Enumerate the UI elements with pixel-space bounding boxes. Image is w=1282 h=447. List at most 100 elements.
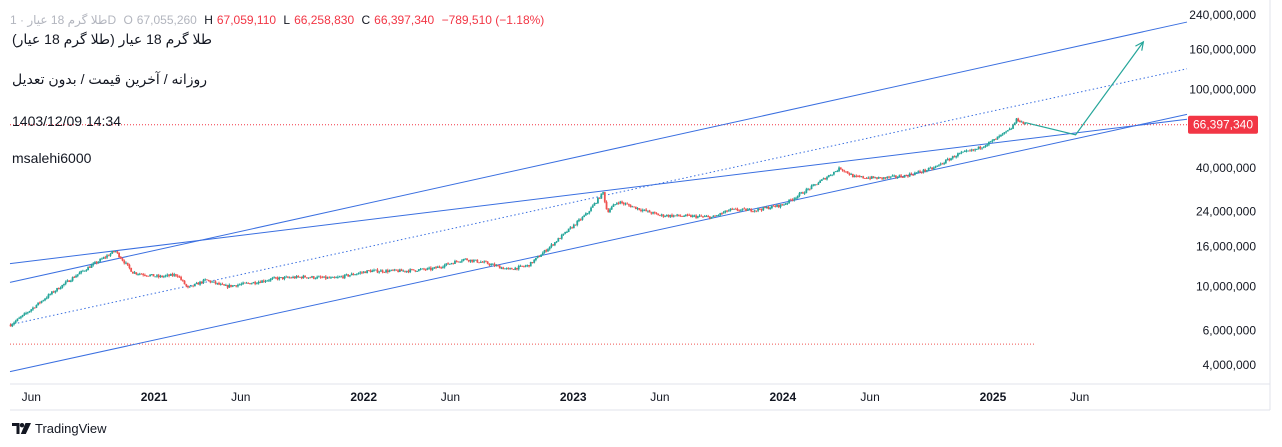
candle-body [739,209,742,211]
candle-body [273,277,276,279]
candle-body [721,213,723,214]
candle-body [87,267,89,271]
candle-body [602,192,604,194]
candle-body [126,262,129,265]
candle-body [11,324,14,327]
candle-body [145,275,148,277]
candle-body [645,209,648,212]
candle-body [535,257,537,260]
candle-body [485,261,487,263]
candle-body [230,284,232,287]
candle-body [442,267,444,268]
candle-body [920,172,923,173]
candle-body [252,282,255,284]
candle-body [23,313,26,316]
candle-body [423,268,425,270]
candle-body [428,267,431,269]
candle-body [801,192,804,194]
candle-body [464,258,467,260]
candle-body [362,271,365,273]
candle-body [755,210,758,212]
candle-body [684,214,687,217]
candle-body [748,208,751,210]
candle-body [97,261,100,264]
candle-body [95,262,98,264]
candle-body [874,177,877,179]
change-value: −789,510 (−1.18%) [441,13,545,27]
candle-body [280,277,282,278]
projection-line [1025,41,1144,136]
candle-body [309,277,312,279]
candle-body [550,244,553,247]
candle-body [385,270,387,273]
candle-body [603,192,606,202]
candle-body [300,276,303,279]
candle-body [951,156,954,159]
candle-body [612,204,615,207]
candle-body [154,276,157,278]
candle-body [162,276,165,278]
candle-body [807,188,809,190]
tradingview-brand[interactable]: TradingView [12,421,107,436]
projection-arrowhead [1135,40,1145,51]
candle-body [753,210,756,212]
candle-body [137,274,139,275]
candle-body [16,318,19,321]
candle-body [710,216,713,219]
candle-body [758,208,761,210]
candle-body [345,274,348,276]
candle-body [402,270,405,272]
candle-body [567,228,570,232]
candle-body [774,206,777,207]
candle-body [569,227,572,229]
candle-body [493,263,496,267]
candle-body [919,171,921,173]
candle-body [622,202,625,205]
candle-body [628,204,630,206]
candle-body [745,208,747,211]
price-tick-label: 240,000,000 [1189,8,1256,22]
candle-body [14,320,17,323]
candle-body [955,156,958,158]
candle-body [495,265,498,267]
candle-body [677,214,680,216]
candle-body [264,281,267,282]
candle-body [891,175,894,177]
candle-body [591,205,594,208]
candle-body [559,238,561,240]
candle-body [404,270,406,272]
candle-body [316,276,319,279]
candle-body [989,141,992,143]
candle-body [249,283,251,285]
candle-body [752,211,754,213]
candle-body [560,234,563,239]
candle-body [981,147,983,149]
candle-body [597,197,599,204]
candle-body [617,203,620,204]
candle-body [736,208,739,211]
candle-body [223,284,226,286]
open-label: O [123,13,133,27]
candle-body [638,208,641,210]
candle-body [474,259,477,261]
candle-body [590,207,592,212]
candle-body [32,307,34,310]
candle-body [700,215,703,217]
candle-body [336,276,339,278]
candle-body [982,146,985,148]
candle-body [1001,133,1004,135]
candle-body [200,281,203,283]
candle-body [912,174,915,176]
candle-body [776,204,778,207]
candle-body [979,146,982,149]
candle-body [138,273,141,275]
candle-body [181,279,184,281]
candle-body [76,274,79,276]
candle-body [326,277,329,279]
candle-body [188,286,191,288]
candle-body [80,270,83,273]
candle-body [615,203,618,205]
candle-body [626,203,629,205]
candle-body [21,315,24,317]
